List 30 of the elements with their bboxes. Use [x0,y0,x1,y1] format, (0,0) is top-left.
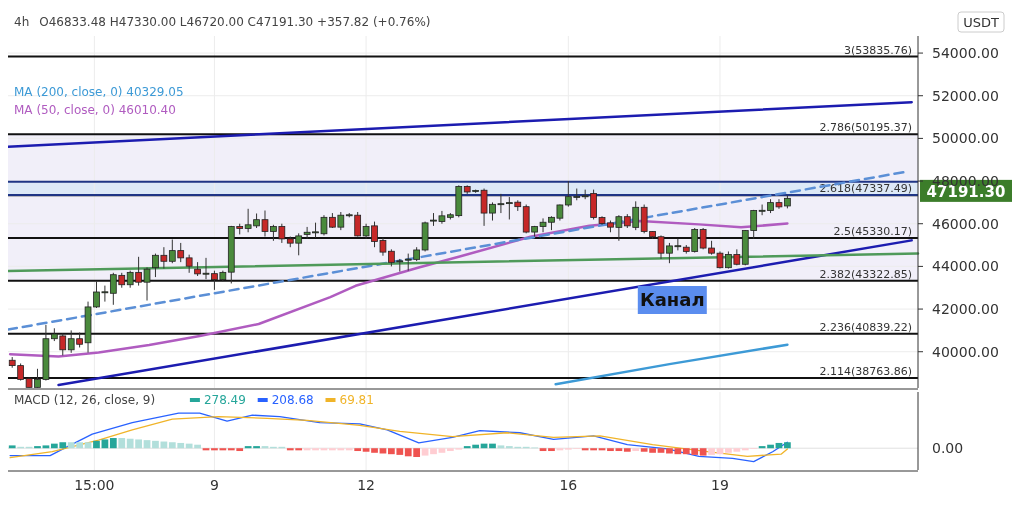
y-tick-label: 52000.00 [932,87,999,104]
x-tick-label: 12 [357,477,376,493]
legend-label: 208.68 [271,393,314,407]
x-tick-label: 16 [559,477,578,493]
chart-title: 4h [14,15,30,29]
ref-line-label: 2.786(50195.37) [819,121,912,135]
y-axis-title: USDT [963,15,999,30]
x-tick-label: 19 [711,477,729,493]
ref-line-label: 2.5(45330.17) [833,225,912,239]
ref-line-label: 2.236(40839.22) [819,320,912,334]
ref-line-label: 0.00 [932,440,964,457]
ref-line-label: 2.618(47337.49) [819,182,912,196]
chart-subtitle: O46833.48 H47330.00 L46720.00 C47191.30 +357.82 (+0.76%) [39,15,431,29]
text: MA (200, close, 0) 40329.05 [14,85,184,99]
chart-title: MACD (12, 26, close, 9) [14,393,156,407]
legend-label: 278.49 [203,393,246,407]
y-tick-label: 46000.00 [932,215,999,232]
ref-line-label: 2.382(43322.85) [819,267,912,281]
y-tick-label: 54000.00 [932,45,999,62]
x-tick-label: 9 [209,477,219,493]
annotation: Канал [639,289,705,310]
y-tick-label: 44000.00 [932,258,999,275]
text: MA (50, close, 0) 46010.40 [14,103,176,117]
y-tick-label: 50000.00 [932,130,999,147]
ref-line-label: 2.114(38763.86) [819,365,912,379]
ref-line-label: 3(53835.76) [843,43,912,57]
legend-label: 69.81 [339,393,374,407]
y-tick-label: 42000.00 [932,301,999,318]
y-tick-label: 40000.00 [932,343,999,360]
x-tick-label: 15:00 [74,477,115,493]
